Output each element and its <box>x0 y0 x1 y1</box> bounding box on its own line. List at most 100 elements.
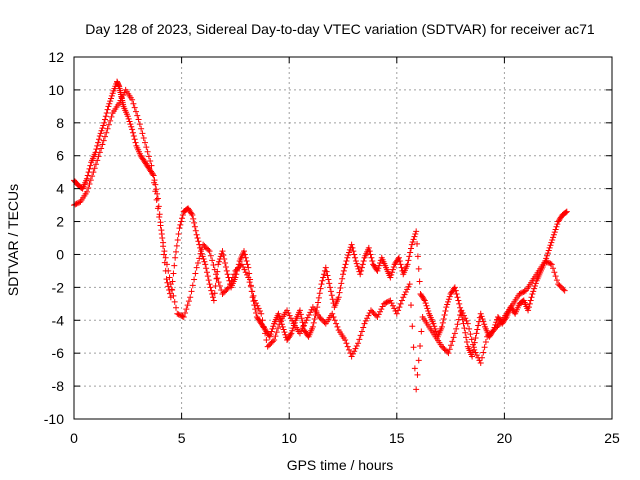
data-point <box>416 278 423 285</box>
data-point <box>404 286 411 293</box>
data-point <box>254 302 261 309</box>
data-point <box>138 125 145 132</box>
data-point <box>191 276 198 283</box>
data-point <box>463 338 470 345</box>
data-point <box>317 285 324 292</box>
data-point <box>440 315 447 322</box>
data-point <box>124 113 131 120</box>
data-point <box>431 323 438 330</box>
data-point <box>491 325 498 332</box>
data-point <box>101 133 108 140</box>
data-point <box>366 248 373 255</box>
data-point <box>336 289 343 296</box>
data-point <box>411 233 418 240</box>
data-point <box>204 273 211 280</box>
chart-title: Day 128 of 2023, Sidereal Day-to-day VTE… <box>85 21 595 37</box>
data-point <box>521 288 528 295</box>
data-point <box>445 298 452 305</box>
data-point <box>227 281 234 288</box>
data-point <box>335 294 342 301</box>
data-point <box>337 285 344 292</box>
data-point <box>349 350 356 357</box>
data-point <box>154 205 161 212</box>
data-point <box>423 302 430 309</box>
data-point <box>365 312 372 319</box>
data-point <box>127 121 134 128</box>
x-tick-label: 5 <box>178 430 186 446</box>
data-point <box>397 261 404 268</box>
data-point <box>87 162 94 169</box>
data-point <box>321 319 328 326</box>
data-point <box>531 283 538 290</box>
y-axis-label: SDTVAR / TECUs <box>5 184 21 296</box>
data-point <box>266 333 273 340</box>
data-point <box>413 228 420 235</box>
data-point <box>272 333 279 340</box>
data-point <box>352 345 359 352</box>
data-point <box>367 307 374 314</box>
data-point <box>103 109 110 116</box>
data-point <box>561 287 568 294</box>
data-point <box>360 324 367 331</box>
data-point <box>409 238 416 245</box>
data-point <box>557 283 564 290</box>
data-point <box>288 330 295 337</box>
data-point <box>287 331 294 338</box>
data-point <box>298 327 305 334</box>
data-point <box>406 253 413 260</box>
data-point <box>375 265 382 272</box>
data-point <box>244 261 251 268</box>
data-point <box>347 350 354 357</box>
data-point <box>296 330 303 337</box>
data-point <box>320 274 327 281</box>
data-point <box>267 331 274 338</box>
data-point <box>170 292 177 299</box>
data-point <box>256 308 263 315</box>
data-point <box>179 211 186 218</box>
data-point <box>269 325 276 332</box>
data-point <box>160 239 167 246</box>
data-point <box>130 132 137 139</box>
data-point <box>90 169 97 176</box>
data-point <box>116 100 123 107</box>
data-point <box>525 307 532 314</box>
data-point <box>317 315 324 322</box>
data-point <box>247 283 254 290</box>
data-point <box>468 336 475 343</box>
data-point <box>547 260 554 267</box>
data-point <box>421 297 428 304</box>
data-point <box>422 300 429 307</box>
data-point <box>85 184 92 191</box>
data-point <box>211 290 218 297</box>
data-point <box>308 306 315 313</box>
data-point <box>173 304 180 311</box>
data-point <box>407 249 414 256</box>
data-point <box>95 139 102 146</box>
data-point <box>454 294 461 301</box>
data-point <box>166 290 173 297</box>
data-point <box>203 245 210 252</box>
data-point <box>549 236 556 243</box>
data-point <box>370 310 377 317</box>
data-point <box>206 281 213 288</box>
data-point <box>326 280 333 287</box>
data-point <box>275 325 282 332</box>
data-point <box>95 153 102 160</box>
data-point <box>479 354 486 361</box>
data-point <box>270 323 277 330</box>
data-point <box>377 308 384 315</box>
data-point <box>177 221 184 228</box>
data-point <box>179 313 186 320</box>
data-point <box>463 334 470 341</box>
data-point <box>330 313 337 320</box>
data-point <box>374 313 381 320</box>
data-point <box>353 342 360 349</box>
data-point <box>131 136 138 143</box>
data-point <box>339 275 346 282</box>
data-point <box>442 308 449 315</box>
data-point <box>131 104 138 111</box>
data-point <box>167 294 174 301</box>
data-point <box>302 319 309 326</box>
data-point <box>258 310 265 317</box>
